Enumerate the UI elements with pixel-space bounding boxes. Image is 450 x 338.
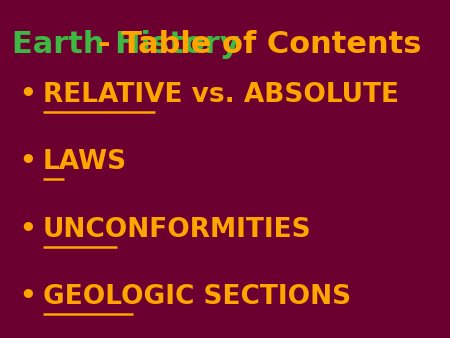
Text: LAWS: LAWS <box>43 149 127 175</box>
Text: Earth History: Earth History <box>12 30 239 59</box>
Text: •: • <box>19 217 36 243</box>
Text: GEOLOGIC SECTIONS: GEOLOGIC SECTIONS <box>43 285 351 310</box>
Text: •: • <box>19 149 36 175</box>
Text: RELATIVE vs. ABSOLUTE: RELATIVE vs. ABSOLUTE <box>43 82 399 107</box>
Text: •: • <box>19 82 36 107</box>
Text: - Table of Contents: - Table of Contents <box>98 30 421 59</box>
Text: •: • <box>19 285 36 310</box>
Text: UNCONFORMITIES: UNCONFORMITIES <box>43 217 311 243</box>
